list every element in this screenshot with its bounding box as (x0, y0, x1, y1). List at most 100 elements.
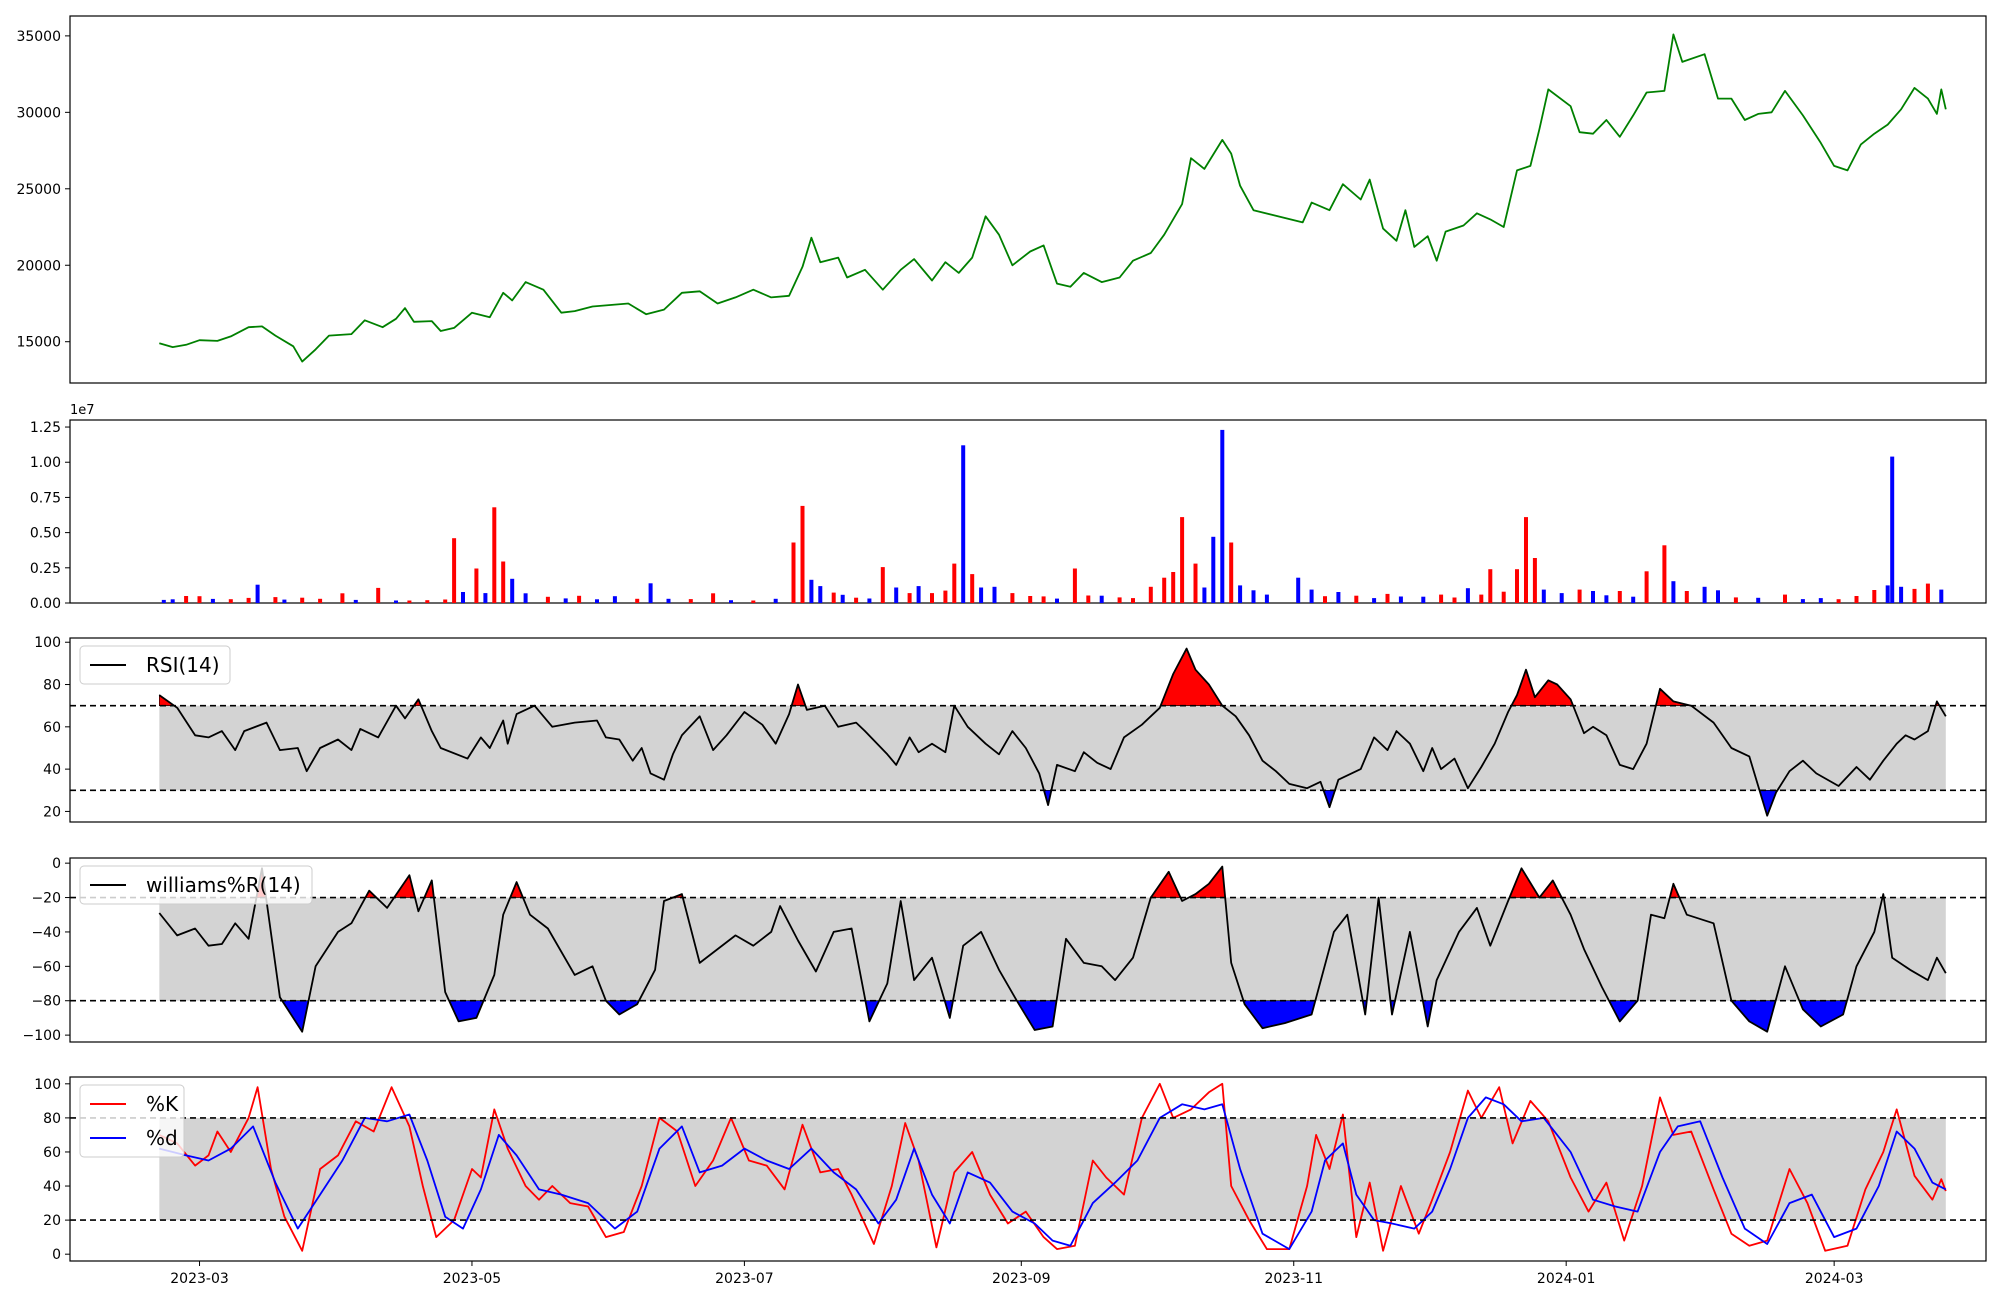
volume-bar (1524, 517, 1528, 603)
x-tick-label: 2023-07 (715, 1271, 774, 1287)
volume-bar (273, 597, 278, 603)
x-tick-label: 2024-03 (1805, 1271, 1864, 1287)
stochastic-y-axis: 0 20 40 60 80 100 (34, 1077, 70, 1263)
volume-bar (791, 542, 796, 603)
volume-bar (1577, 589, 1582, 603)
rsi-y-tick-label: 60 (43, 720, 61, 736)
stochastic-legend: %K %d (79, 1084, 185, 1158)
volume-bar (1733, 597, 1738, 603)
volume-bar (1716, 590, 1720, 603)
volume-bar (711, 593, 716, 603)
x-tick-label: 2023-03 (170, 1271, 229, 1287)
x-tick-label: 2023-11 (1264, 1271, 1323, 1287)
volume-bar (854, 597, 859, 603)
williams-neutral-band (159, 897, 1946, 1001)
volume-axes-frame (69, 419, 1987, 604)
volume-bar (907, 593, 912, 603)
volume-bar (1515, 569, 1519, 603)
volume-bar (184, 596, 189, 603)
volume-bar (880, 567, 885, 603)
volume-bar (930, 593, 934, 603)
volume-bar (1296, 577, 1301, 603)
volume-bar (818, 586, 823, 603)
volume-bar (483, 593, 488, 603)
volume-bar (255, 584, 260, 603)
volume-bar (1072, 568, 1077, 603)
x-tick-label: 2023-09 (992, 1271, 1051, 1287)
williams-y-tick-label: −40 (31, 925, 61, 941)
rsi-legend: RSI(14) (79, 645, 231, 685)
stochastic-x-axis: 2023-03 2023-05 2023-07 2023-09 2023-11 2024-… (170, 1261, 1863, 1287)
volume-bar (1890, 456, 1895, 603)
volume-panel: 0.00 0.25 0.50 0.75 1.00 1.25 1e7 (30, 403, 1987, 612)
rsi-legend-box (79, 645, 231, 685)
price-line (159, 33, 1947, 363)
volume-bar (1617, 591, 1622, 603)
x-tick-label: 2024-01 (1537, 1271, 1596, 1287)
volume-bar (1148, 586, 1153, 603)
price-y-tick-label: 15000 (16, 335, 61, 351)
volume-bar (1336, 592, 1341, 603)
volume-bar (992, 586, 997, 603)
volume-bar (318, 598, 323, 603)
williams-y-tick-label: −80 (31, 994, 61, 1010)
stochastic-y-tick-label: 0 (52, 1247, 61, 1263)
volume-y-tick-label: 1.00 (30, 455, 61, 471)
volume-bar (809, 579, 814, 603)
volume-bar (1662, 545, 1667, 603)
volume-bar (425, 600, 430, 603)
volume-y-axis: 0.00 0.25 0.50 0.75 1.00 1.25 (30, 420, 70, 612)
price-y-tick-label: 35000 (16, 29, 61, 45)
volume-bar (1783, 594, 1787, 603)
volume-bar (1939, 589, 1944, 603)
volume-bar (1202, 587, 1207, 603)
volume-bar (1465, 588, 1470, 603)
volume-bar (1229, 542, 1234, 603)
volume-bar (1220, 429, 1225, 603)
volume-bar (648, 583, 653, 603)
volume-bar (1541, 589, 1546, 603)
volume-y-tick-label: 0.00 (30, 596, 61, 612)
volume-bar (688, 599, 693, 603)
volume-bar (1800, 599, 1805, 603)
volume-bar (1854, 596, 1859, 603)
volume-bar (1756, 597, 1761, 603)
volume-bar (1086, 595, 1091, 603)
volume-bar (1488, 569, 1493, 603)
rsi-line (158, 647, 1947, 817)
williams-legend: williams%R(14) (79, 865, 313, 905)
volume-bar (161, 599, 166, 603)
volume-bar (1099, 595, 1104, 603)
volume-bar (612, 596, 617, 603)
volume-bar (867, 598, 872, 603)
volume-bar (1671, 581, 1676, 603)
volume-bar (970, 574, 975, 603)
volume-offset-label: 1e7 (70, 403, 95, 418)
volume-bar (228, 599, 233, 603)
volume-bar (1885, 585, 1890, 603)
volume-bar (943, 590, 948, 603)
stochastic-y-tick-label: 20 (43, 1213, 61, 1229)
volume-bar (1354, 595, 1359, 603)
volume-bar (1309, 589, 1314, 603)
volume-bar (492, 507, 497, 603)
volume-bar (1439, 594, 1444, 603)
volume-bar (1180, 517, 1185, 603)
volume-bar (1193, 563, 1198, 603)
volume-bar (563, 598, 568, 603)
volume-bar (1264, 594, 1269, 603)
volume-bar (170, 599, 175, 603)
price-panel: 15000 20000 25000 30000 35000 (16, 15, 1987, 384)
volume-bar (246, 597, 251, 603)
volume-bar (894, 587, 899, 603)
volume-bar (1479, 594, 1484, 603)
rsi-legend-label: RSI(14) (146, 653, 220, 677)
stochastic-k-line (158, 1082, 1947, 1252)
williams-line-series (158, 865, 1947, 1033)
price-y-tick-label: 25000 (16, 182, 61, 198)
volume-bar (1532, 558, 1537, 603)
volume-bar (1899, 586, 1904, 603)
williams-fills (159, 865, 1946, 1033)
